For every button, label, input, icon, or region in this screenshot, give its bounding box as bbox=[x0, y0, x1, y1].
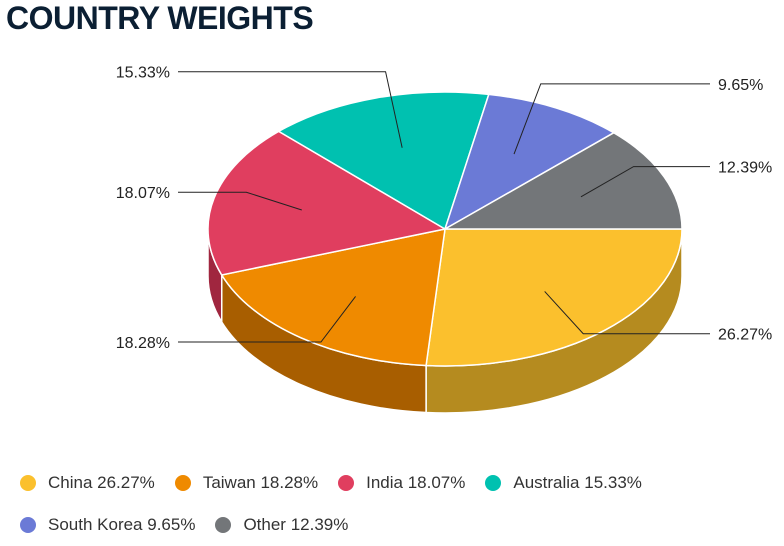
leader-line-australia bbox=[178, 71, 403, 148]
legend-swatch-other bbox=[215, 517, 232, 533]
legend-label-other: Other 12.39% bbox=[243, 515, 349, 534]
legend-item-india[interactable]: India 18.07% bbox=[338, 473, 465, 493]
pie-slice-taiwan[interactable] bbox=[220, 228, 446, 367]
legend-label-china: China 26.27% bbox=[48, 473, 155, 492]
legend-swatch-taiwan bbox=[174, 475, 191, 491]
legend-label-taiwan: Taiwan 18.28% bbox=[202, 473, 319, 492]
pie-slice-other[interactable] bbox=[442, 131, 683, 230]
pie-chart: 26.27% 18.28% 18.07% 15.33% 9.65% 12.39% bbox=[116, 65, 772, 414]
pie-slice-south-korea[interactable] bbox=[443, 93, 616, 231]
legend: China 26.27% Taiwan 18.28% India 18.07% … bbox=[20, 462, 760, 546]
leader-line-china bbox=[544, 291, 710, 335]
pie-slice-india[interactable] bbox=[207, 130, 448, 276]
legend-label-india: India 18.07% bbox=[366, 473, 466, 492]
leader-line-other bbox=[580, 166, 710, 198]
data-label-china: 26.27% bbox=[718, 327, 772, 344]
leader-line-india bbox=[178, 191, 302, 211]
pie-slice-china[interactable] bbox=[425, 228, 683, 367]
data-label-taiwan: 18.28% bbox=[116, 335, 170, 352]
legend-swatch-india bbox=[338, 475, 355, 491]
data-label-south-korea: 9.65% bbox=[718, 77, 763, 94]
leader-line-south-korea bbox=[513, 83, 710, 155]
data-label-other: 12.39% bbox=[718, 160, 772, 177]
legend-label-australia: Australia 15.33% bbox=[513, 473, 642, 492]
legend-row-2: South Korea 9.65% Other 12.39% bbox=[20, 504, 760, 546]
legend-item-china[interactable]: China 26.27% bbox=[20, 473, 155, 493]
legend-swatch-south-korea bbox=[20, 517, 36, 533]
leader-line-taiwan bbox=[178, 296, 356, 343]
legend-item-other[interactable]: Other 12.39% bbox=[215, 515, 348, 535]
pie-slice-australia[interactable] bbox=[277, 91, 490, 231]
legend-row-1: China 26.27% Taiwan 18.28% India 18.07% … bbox=[20, 462, 760, 504]
legend-swatch-australia bbox=[485, 475, 502, 491]
data-label-india: 18.07% bbox=[116, 185, 170, 202]
legend-item-south-korea[interactable]: South Korea 9.65% bbox=[20, 515, 195, 535]
legend-item-taiwan[interactable]: Taiwan 18.28% bbox=[174, 473, 319, 493]
legend-swatch-china bbox=[20, 475, 36, 491]
legend-item-australia[interactable]: Australia 15.33% bbox=[485, 473, 642, 493]
chart-title: COUNTRY WEIGHTS bbox=[6, 0, 314, 36]
data-label-australia: 15.33% bbox=[116, 65, 170, 82]
legend-label-south-korea: South Korea 9.65% bbox=[48, 515, 196, 534]
